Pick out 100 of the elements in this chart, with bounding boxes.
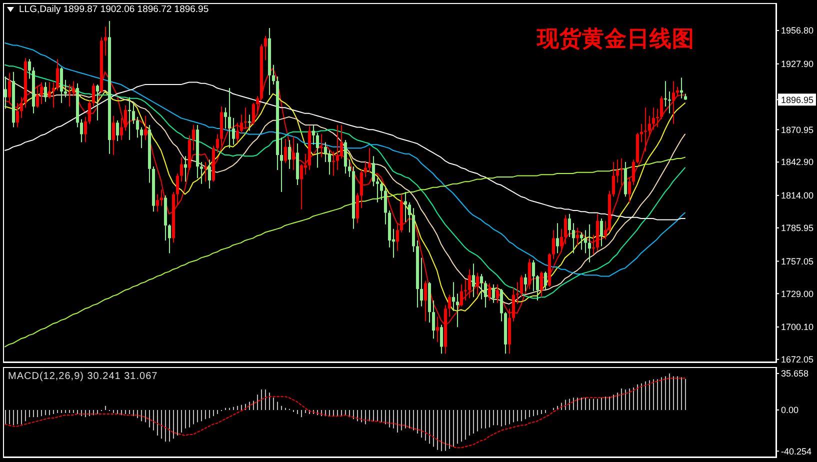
candlestick (480, 273, 483, 300)
y-tick-label: 1700.10 (781, 322, 814, 332)
candlestick (324, 142, 327, 162)
candlestick (544, 271, 547, 291)
candlestick (52, 82, 55, 108)
candlestick (312, 124, 315, 146)
candlestick (476, 272, 479, 296)
candlestick (168, 224, 171, 254)
y-tick-label: 0.00 (781, 405, 799, 416)
candlestick (376, 178, 379, 203)
candlestick (384, 186, 387, 225)
line-series (4, 156, 686, 348)
candlestick (424, 280, 427, 322)
candlestick (396, 222, 399, 252)
candlestick (124, 104, 127, 132)
candlestick (16, 102, 19, 128)
candlestick (252, 102, 255, 126)
candlestick (176, 172, 179, 206)
candlestick (552, 230, 555, 260)
candlestick (140, 126, 143, 149)
chart-subtitle: LLG,Daily 1899.87 1902.06 1896.72 1896.95 (19, 4, 209, 16)
candlestick (88, 100, 91, 124)
candlestick (420, 257, 423, 307)
candlestick (68, 84, 71, 107)
candlestick (48, 82, 51, 99)
candlestick (84, 116, 87, 143)
candlestick (520, 274, 523, 298)
candlestick (536, 274, 539, 302)
candlestick (236, 122, 239, 143)
candlestick (648, 115, 651, 138)
candlestick (568, 213, 571, 238)
candlestick (616, 159, 619, 184)
y-tick-label: 1927.90 (781, 59, 814, 70)
candlestick (4, 76, 7, 110)
candlestick (472, 263, 475, 298)
candlestick (64, 79, 67, 98)
candlestick (528, 258, 531, 290)
candlestick (92, 82, 95, 107)
candlestick (120, 118, 123, 140)
candlestick (628, 176, 631, 203)
candlestick (524, 273, 527, 292)
line-series (4, 82, 686, 220)
candlestick (20, 96, 23, 119)
candlestick (612, 161, 615, 198)
candlestick (604, 220, 607, 240)
candlestick (136, 116, 139, 138)
candlestick (572, 222, 575, 254)
candlestick (460, 284, 463, 307)
candlestick (36, 85, 39, 108)
candlestick (588, 224, 591, 263)
candlestick (8, 72, 11, 102)
candlestick (96, 84, 99, 121)
candlestick (328, 150, 331, 176)
candlestick (456, 293, 459, 328)
candlestick (256, 96, 259, 113)
candlestick (240, 114, 243, 134)
candlestick (556, 222, 559, 254)
candlestick (360, 170, 363, 209)
candlestick (284, 138, 287, 164)
y-tick-label: 1729.00 (781, 288, 814, 299)
candlestick (364, 161, 367, 178)
candlestick (652, 107, 655, 130)
candlestick (512, 287, 515, 322)
candlestick (300, 164, 303, 210)
candlestick (564, 214, 567, 244)
candlestick (156, 194, 159, 212)
text: 现货黄金日线图 (537, 26, 694, 52)
candlestick (80, 118, 83, 143)
y-tick-label: 1785.95 (781, 222, 814, 233)
candlestick (496, 284, 499, 304)
y-tick-label: 1870.95 (781, 124, 814, 135)
y-tick-label: 1896.95 (781, 94, 814, 105)
candlestick (224, 107, 227, 129)
candlestick (448, 294, 451, 318)
candlestick (672, 80, 675, 124)
candlestick (272, 64, 275, 86)
y-tick-label: 35.658 (781, 368, 809, 379)
candlestick (348, 159, 351, 178)
candlestick (200, 161, 203, 184)
y-tick-label: 1814.00 (781, 190, 814, 201)
candlestick (192, 124, 195, 151)
y-tick-label: 1956.80 (781, 26, 814, 36)
candlestick (264, 36, 267, 61)
candlestick (500, 288, 503, 322)
candlestick (600, 218, 603, 247)
candlestick (180, 156, 183, 182)
candlestick (516, 282, 519, 305)
candlestick (60, 66, 63, 104)
y-tick-label: 1757.05 (781, 256, 814, 266)
candlestick (576, 227, 579, 246)
candlestick (288, 139, 291, 170)
candlestick (368, 148, 371, 173)
candlestick (356, 192, 359, 224)
candlestick (228, 88, 231, 149)
candlestick (532, 260, 535, 292)
candlestick (660, 96, 663, 120)
candlestick (216, 134, 219, 154)
candlestick (316, 132, 319, 168)
candlestick (380, 181, 383, 201)
candlestick (484, 280, 487, 308)
